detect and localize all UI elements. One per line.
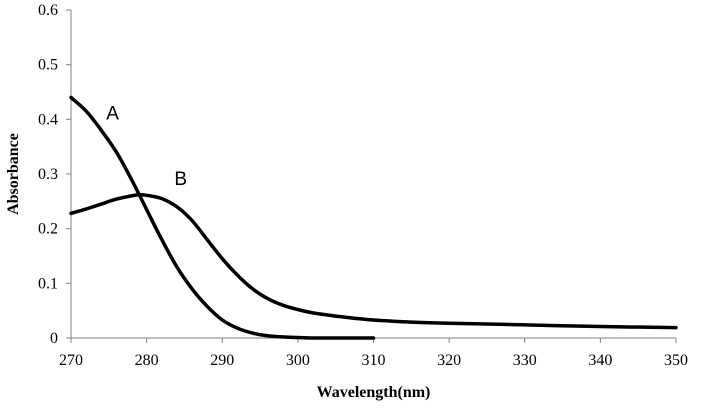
x-axis-title: Wavelength(nm) [317,384,431,401]
x-tick-label: 330 [513,352,537,369]
axes [70,10,676,339]
series-line-a [69,95,376,340]
y-tick-label: 0.1 [38,275,58,292]
x-tick-label: 290 [210,352,234,369]
y-axis-title: Absorbance [5,133,22,215]
y-tick-label: 0.6 [38,2,58,19]
x-tick-label: 280 [135,352,159,369]
series-layer [69,95,678,340]
y-tick-label: 0.3 [38,166,58,183]
x-tick-label: 350 [664,352,688,369]
x-tick-label: 270 [59,352,83,369]
x-ticks: 270 280 290 300 310 320 330 340 350 [59,338,688,369]
y-tick-label: 0.5 [38,57,58,74]
y-ticks: 0 0.1 0.2 0.3 0.4 0.5 0.6 [38,2,71,347]
annotation-layer: AB [106,103,187,190]
x-tick-label: 300 [286,352,310,369]
series-label-a: A [106,103,119,124]
x-tick-label: 310 [362,352,386,369]
x-tick-label: 340 [588,352,612,369]
y-tick-label: 0.4 [38,111,58,128]
x-tick-label: 320 [437,352,461,369]
y-tick-label: 0 [50,330,58,347]
y-tick-label: 0.2 [38,221,58,238]
series-line-b [69,193,678,330]
series-label-b: B [174,169,187,190]
